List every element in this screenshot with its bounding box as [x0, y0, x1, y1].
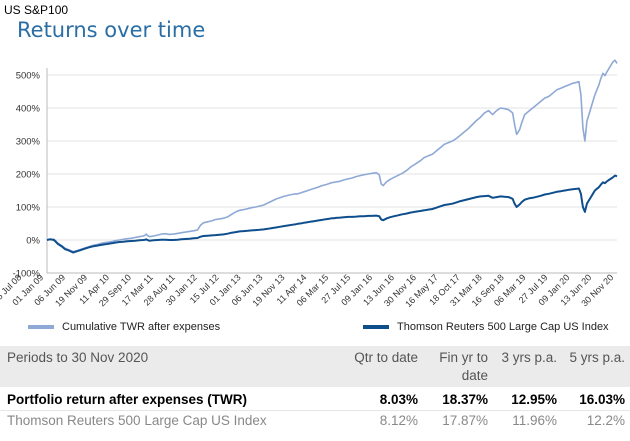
header-period-label: Periods to 30 Nov 2020: [7, 350, 149, 365]
legend-label-index: Thomson Reuters 500 Large Cap US Index: [397, 321, 609, 333]
legend-label-twr: Cumulative TWR after expenses: [62, 321, 221, 333]
fund-name: US S&P100: [4, 3, 69, 17]
y-tick-label: 400%: [16, 104, 41, 115]
header-5yrs: 5 yrs p.a.: [569, 350, 625, 365]
y-tick-label: 100%: [16, 203, 41, 214]
row-portfolio-5yrs: 16.03%: [579, 392, 625, 407]
row-portfolio-qtr: 8.03%: [379, 392, 418, 407]
header-fin-yr: Fin yr to: [439, 350, 488, 365]
legend-item-index: Thomson Reuters 500 Large Cap US Index: [363, 321, 609, 333]
header-fin-yr-date: date: [461, 368, 488, 383]
legend-swatch-index: [363, 325, 389, 329]
legend-item-twr: Cumulative TWR after expenses: [28, 321, 220, 333]
series-line-twr: [46, 59, 618, 253]
y-tick-label: 300%: [16, 137, 41, 148]
y-tick-label: 0%: [26, 236, 40, 247]
row-index-label: Thomson Reuters 500 Large Cap US Index: [7, 413, 267, 428]
chart-title: Returns over time: [17, 18, 206, 42]
y-tick-label: 200%: [16, 170, 41, 181]
row-index-5yrs: 12.2%: [586, 413, 625, 428]
row-index-fin-yr: 17.87%: [442, 413, 488, 428]
y-tick-label: 500%: [16, 71, 41, 82]
row-portfolio-3yrs: 12.95%: [511, 392, 557, 407]
legend-swatch-twr: [28, 325, 54, 329]
row-index-3yrs: 11.96%: [512, 413, 557, 428]
header-qtr: Qtr to date: [354, 350, 418, 365]
table-header: [0, 346, 630, 387]
row-portfolio-fin-yr: 18.37%: [442, 392, 488, 407]
y-tick-label: -100%: [13, 269, 41, 280]
row-divider: [0, 410, 630, 411]
header-3yrs: 3 yrs p.a.: [501, 350, 557, 365]
series-line-index: [46, 174, 618, 254]
row-portfolio-label: Portfolio return after expenses (TWR): [7, 392, 248, 407]
row-index-qtr: 8.12%: [379, 413, 418, 428]
